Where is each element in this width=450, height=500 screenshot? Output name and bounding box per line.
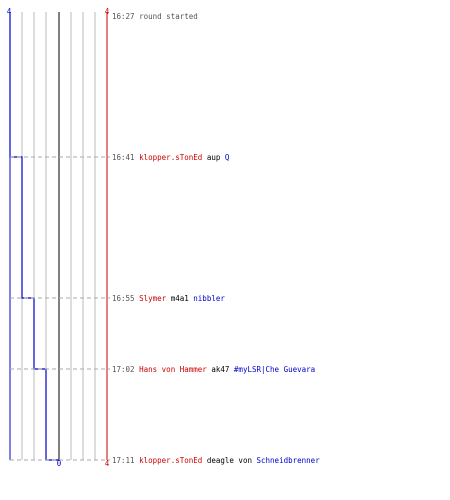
event-time: 16:55 [112, 294, 139, 303]
event-entry: 16:41 klopper.sTonEd aup Q [112, 153, 230, 162]
event-attacker: Slymer [139, 294, 167, 303]
left-score-label: 4 [7, 7, 12, 16]
zero-label: 0 [57, 459, 62, 468]
event-time: 17:11 [112, 456, 139, 465]
event-attacker: klopper.sTonEd [139, 153, 202, 162]
score-grid [9, 12, 108, 460]
event-attacker: Hans von Hammer [139, 365, 207, 374]
event-attacker: klopper.sTonEd [139, 456, 202, 465]
event-entry: 17:02 Hans von Hammer ak47 #myLSR|Che Gu… [112, 365, 315, 374]
event-entry: 16:27 round started [112, 12, 198, 21]
event-text: round started [139, 12, 198, 21]
event-victim: #myLSR|Che Guevara [234, 365, 315, 374]
right-score-label: 4 [105, 7, 110, 16]
event-entry: 16:55 Slymer m4a1 nibbler [112, 294, 225, 303]
event-victim: Schneidbrenner [257, 456, 321, 465]
event-victim: nibbler [193, 294, 225, 303]
event-dash-lines [10, 156, 110, 461]
event-entry: 17:11 klopper.sTonEd deagle von Schneidb… [112, 456, 320, 465]
event-list: 16:27 round started 16:41 klopper.sTonEd … [112, 12, 320, 465]
event-weapon: deagle von [202, 456, 256, 465]
event-weapon: m4a1 [166, 294, 193, 303]
event-time: 17:02 [112, 365, 139, 374]
right-bottom-label: 4 [105, 459, 110, 468]
event-weapon: aup [202, 153, 225, 162]
event-time: 16:27 [112, 12, 139, 21]
event-victim: Q [225, 153, 230, 162]
event-time: 16:41 [112, 153, 139, 162]
event-weapon: ak47 [207, 365, 234, 374]
